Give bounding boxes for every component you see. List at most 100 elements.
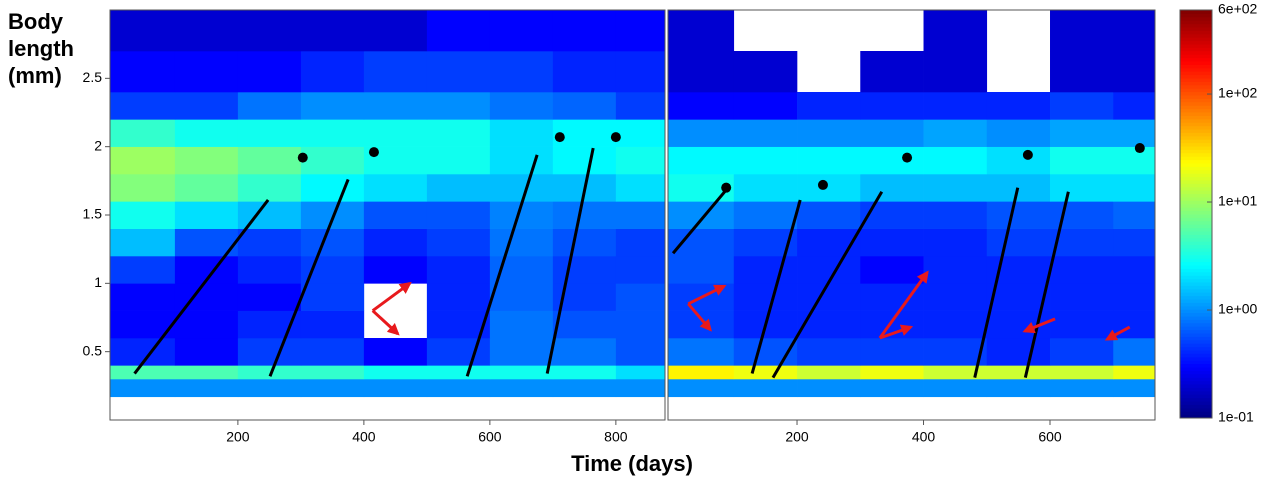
heatmap-cell [110,365,176,380]
colorbar-strip [1180,220,1212,225]
heatmap-cell [237,338,302,366]
x-tick-label: 200 [785,429,809,445]
colorbar-strip [1180,231,1212,235]
colorbar-strip [1180,312,1212,317]
heatmap-cell [300,365,365,380]
colorbar-strip [1180,64,1212,69]
heatmap-cell [733,379,798,398]
heatmap-cell [923,201,988,229]
heatmap-cell [489,174,554,202]
heatmap-cell [1113,283,1156,311]
heatmap-cell [110,379,176,398]
cohort-point [1022,149,1033,160]
arrow [371,309,400,336]
heatmap-cell [552,338,617,366]
heatmap-cell [668,92,735,120]
heatmap-cell [1113,146,1156,175]
heatmap-cell [237,365,302,380]
heatmap-cell [860,92,924,120]
heatmap-cell [110,10,176,52]
heatmap-cell [426,174,491,202]
heatmap-cell [797,310,861,339]
heatmap-cell [489,379,554,398]
colorbar-strip [1180,118,1212,123]
heatmap-cell [733,119,798,147]
heatmap-cell [615,283,666,311]
heatmap-cell [489,92,554,120]
heatmap-cell [426,51,491,93]
colorbar-strip [1180,373,1212,378]
heatmap-cell [923,10,988,52]
heatmap-cell [668,310,735,339]
heatmap-cell [363,51,428,93]
heatmap-cell [1050,10,1114,52]
heatmap-cell [552,92,617,120]
heatmap-cell [797,201,861,229]
colorbar-tick-label: 1e+02 [1218,85,1258,101]
heatmap-cell [237,283,302,311]
heatmap-cell [923,256,988,284]
heatmap-cell [923,228,988,257]
colorbar-strip [1180,95,1212,99]
heatmap-cell [923,338,988,366]
heatmap-cell [363,379,428,398]
colorbar-strip [1180,282,1212,286]
heatmap-cell [110,51,176,93]
heatmap-cell [552,119,617,147]
colorbar-strip [1180,336,1212,341]
colorbar-strip [1180,84,1212,89]
heatmap-cell [110,201,176,229]
y-tick-label: 2 [94,137,102,153]
heatmap-cell [668,201,735,229]
y-axis-label: Body length (mm) [8,9,74,88]
colorbar-strip [1180,384,1212,388]
colorbar-strip [1180,210,1212,215]
cohort-point [368,147,379,158]
colorbar-strip [1180,47,1212,52]
colorbar-strip [1180,61,1212,65]
colorbar-strip [1180,74,1212,79]
heatmap-cell [300,228,365,257]
heatmap-cell [797,119,861,147]
colorbar-strip [1180,370,1212,375]
heatmap-cell [860,174,924,202]
colorbar-strip [1180,33,1212,38]
heatmap-cell [1050,379,1114,398]
colorbar-strip [1180,305,1212,310]
heatmap-cell [426,256,491,284]
heatmap-cell [426,92,491,120]
x-tick-label: 800 [604,429,628,445]
heatmap-cell [552,228,617,257]
heatmap-cell [110,146,176,175]
colorbar-strip [1180,57,1212,62]
heatmap-cell [552,146,617,175]
colorbar-strip [1180,299,1212,303]
colorbar-strip [1180,214,1212,218]
colorbar-strip [1180,251,1212,256]
colorbar-strip [1180,91,1212,96]
heatmap-cell [300,256,365,284]
colorbar-strip [1180,397,1212,402]
heatmap-cell [110,283,176,311]
colorbar-strip [1180,319,1212,324]
heatmap-cell [489,146,554,175]
heatmap-cell [552,310,617,339]
colorbar-strip [1180,203,1212,208]
colorbar-strip [1180,309,1212,314]
heatmap-cell [860,379,924,398]
arrow [1104,325,1131,341]
heatmap-cell [860,283,924,311]
heatmap-cell [733,174,798,202]
cohort-point [297,152,308,163]
y-tick-label: 0.5 [83,342,103,358]
heatmap-cell [300,379,365,398]
colorbar-strip [1180,285,1212,290]
colorbar-strip [1180,367,1212,371]
heatmap-cell [1113,256,1156,284]
heatmap-cell [300,10,365,52]
heatmap-cell [363,10,428,52]
heatmap-cell [1113,92,1156,120]
heatmap-cell [668,51,735,93]
heatmap-cell [986,92,1051,120]
